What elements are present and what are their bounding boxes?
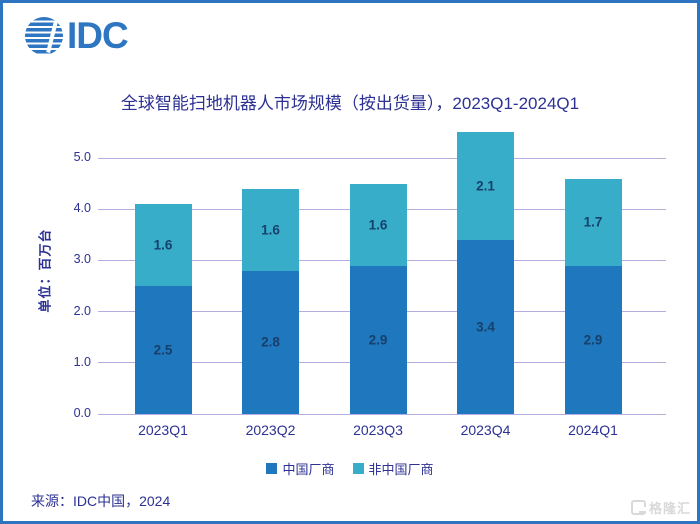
data-label: 1.7 bbox=[583, 214, 603, 230]
plot-area: 2.5 1.6 2.8 1.6 2.9 1.6 3.4 2.1 2.9 1.7 bbox=[98, 132, 666, 415]
data-label: 3.4 bbox=[476, 319, 495, 335]
y-tick-label: 5.0 bbox=[73, 150, 91, 164]
source-note: 来源：IDC中国，2024 bbox=[31, 493, 171, 509]
bar-segment-非中国厂商 bbox=[457, 132, 514, 240]
gelonghui-watermark: 格隆汇 bbox=[630, 498, 691, 517]
data-label: 2.9 bbox=[368, 332, 388, 348]
x-tick-label: 2023Q3 bbox=[353, 422, 403, 438]
y-tick-label: 1.0 bbox=[73, 354, 91, 369]
idc-logo-text: IDC bbox=[67, 15, 129, 56]
legend-item: 中国厂商 bbox=[266, 459, 335, 478]
data-label: 2.9 bbox=[583, 332, 603, 348]
bar-segment-中国厂商 bbox=[564, 265, 622, 414]
bar-segment-非中国厂商 bbox=[242, 188, 299, 271]
data-label: 1.6 bbox=[368, 217, 388, 233]
x-tick-label: 2023Q2 bbox=[245, 422, 296, 438]
chart-title: 全球智能扫地机器人市场规模（按出货量），2023Q1-2024Q1 bbox=[120, 94, 580, 113]
idc-globe-icon bbox=[25, 17, 63, 55]
data-label: 2.1 bbox=[476, 178, 495, 194]
y-tick-label: 2.0 bbox=[73, 303, 91, 318]
bar-segment-中国厂商 bbox=[349, 265, 407, 414]
x-tick-label: 2023Q4 bbox=[460, 422, 511, 438]
gelonghui-watermark-text: 格隆汇 bbox=[648, 501, 691, 516]
bar-segment-中国厂商 bbox=[242, 270, 299, 414]
legend-label: 中国厂商 bbox=[282, 462, 335, 477]
data-label: 2.5 bbox=[153, 342, 173, 358]
gridline bbox=[98, 413, 666, 415]
bar-segment-非中国厂商 bbox=[349, 183, 407, 266]
legend-swatch-icon bbox=[352, 463, 364, 474]
legend: 中国厂商 非中国厂商 bbox=[3, 459, 697, 478]
gridline bbox=[98, 157, 666, 159]
legend-item: 非中国厂商 bbox=[352, 459, 434, 478]
y-tick-label: 3.0 bbox=[73, 252, 91, 267]
y-tick-label: 4.0 bbox=[73, 201, 91, 216]
bar-segment-中国厂商 bbox=[457, 239, 514, 414]
data-label: 1.6 bbox=[153, 237, 173, 253]
y-tick-label: 0.0 bbox=[73, 406, 91, 420]
bar-segment-中国厂商 bbox=[134, 286, 192, 414]
legend-swatch-icon bbox=[266, 463, 278, 474]
legend-label: 非中国厂商 bbox=[368, 462, 434, 477]
x-tick-label: 2023Q1 bbox=[138, 422, 188, 438]
idc-logo: IDC bbox=[25, 15, 129, 56]
data-label: 2.8 bbox=[261, 334, 280, 350]
data-label: 1.6 bbox=[261, 222, 280, 238]
bar-segment-非中国厂商 bbox=[564, 178, 622, 266]
gelonghui-icon bbox=[630, 500, 646, 515]
bar-segment-非中国厂商 bbox=[134, 204, 192, 286]
x-tick-label: 2024Q1 bbox=[568, 422, 618, 438]
